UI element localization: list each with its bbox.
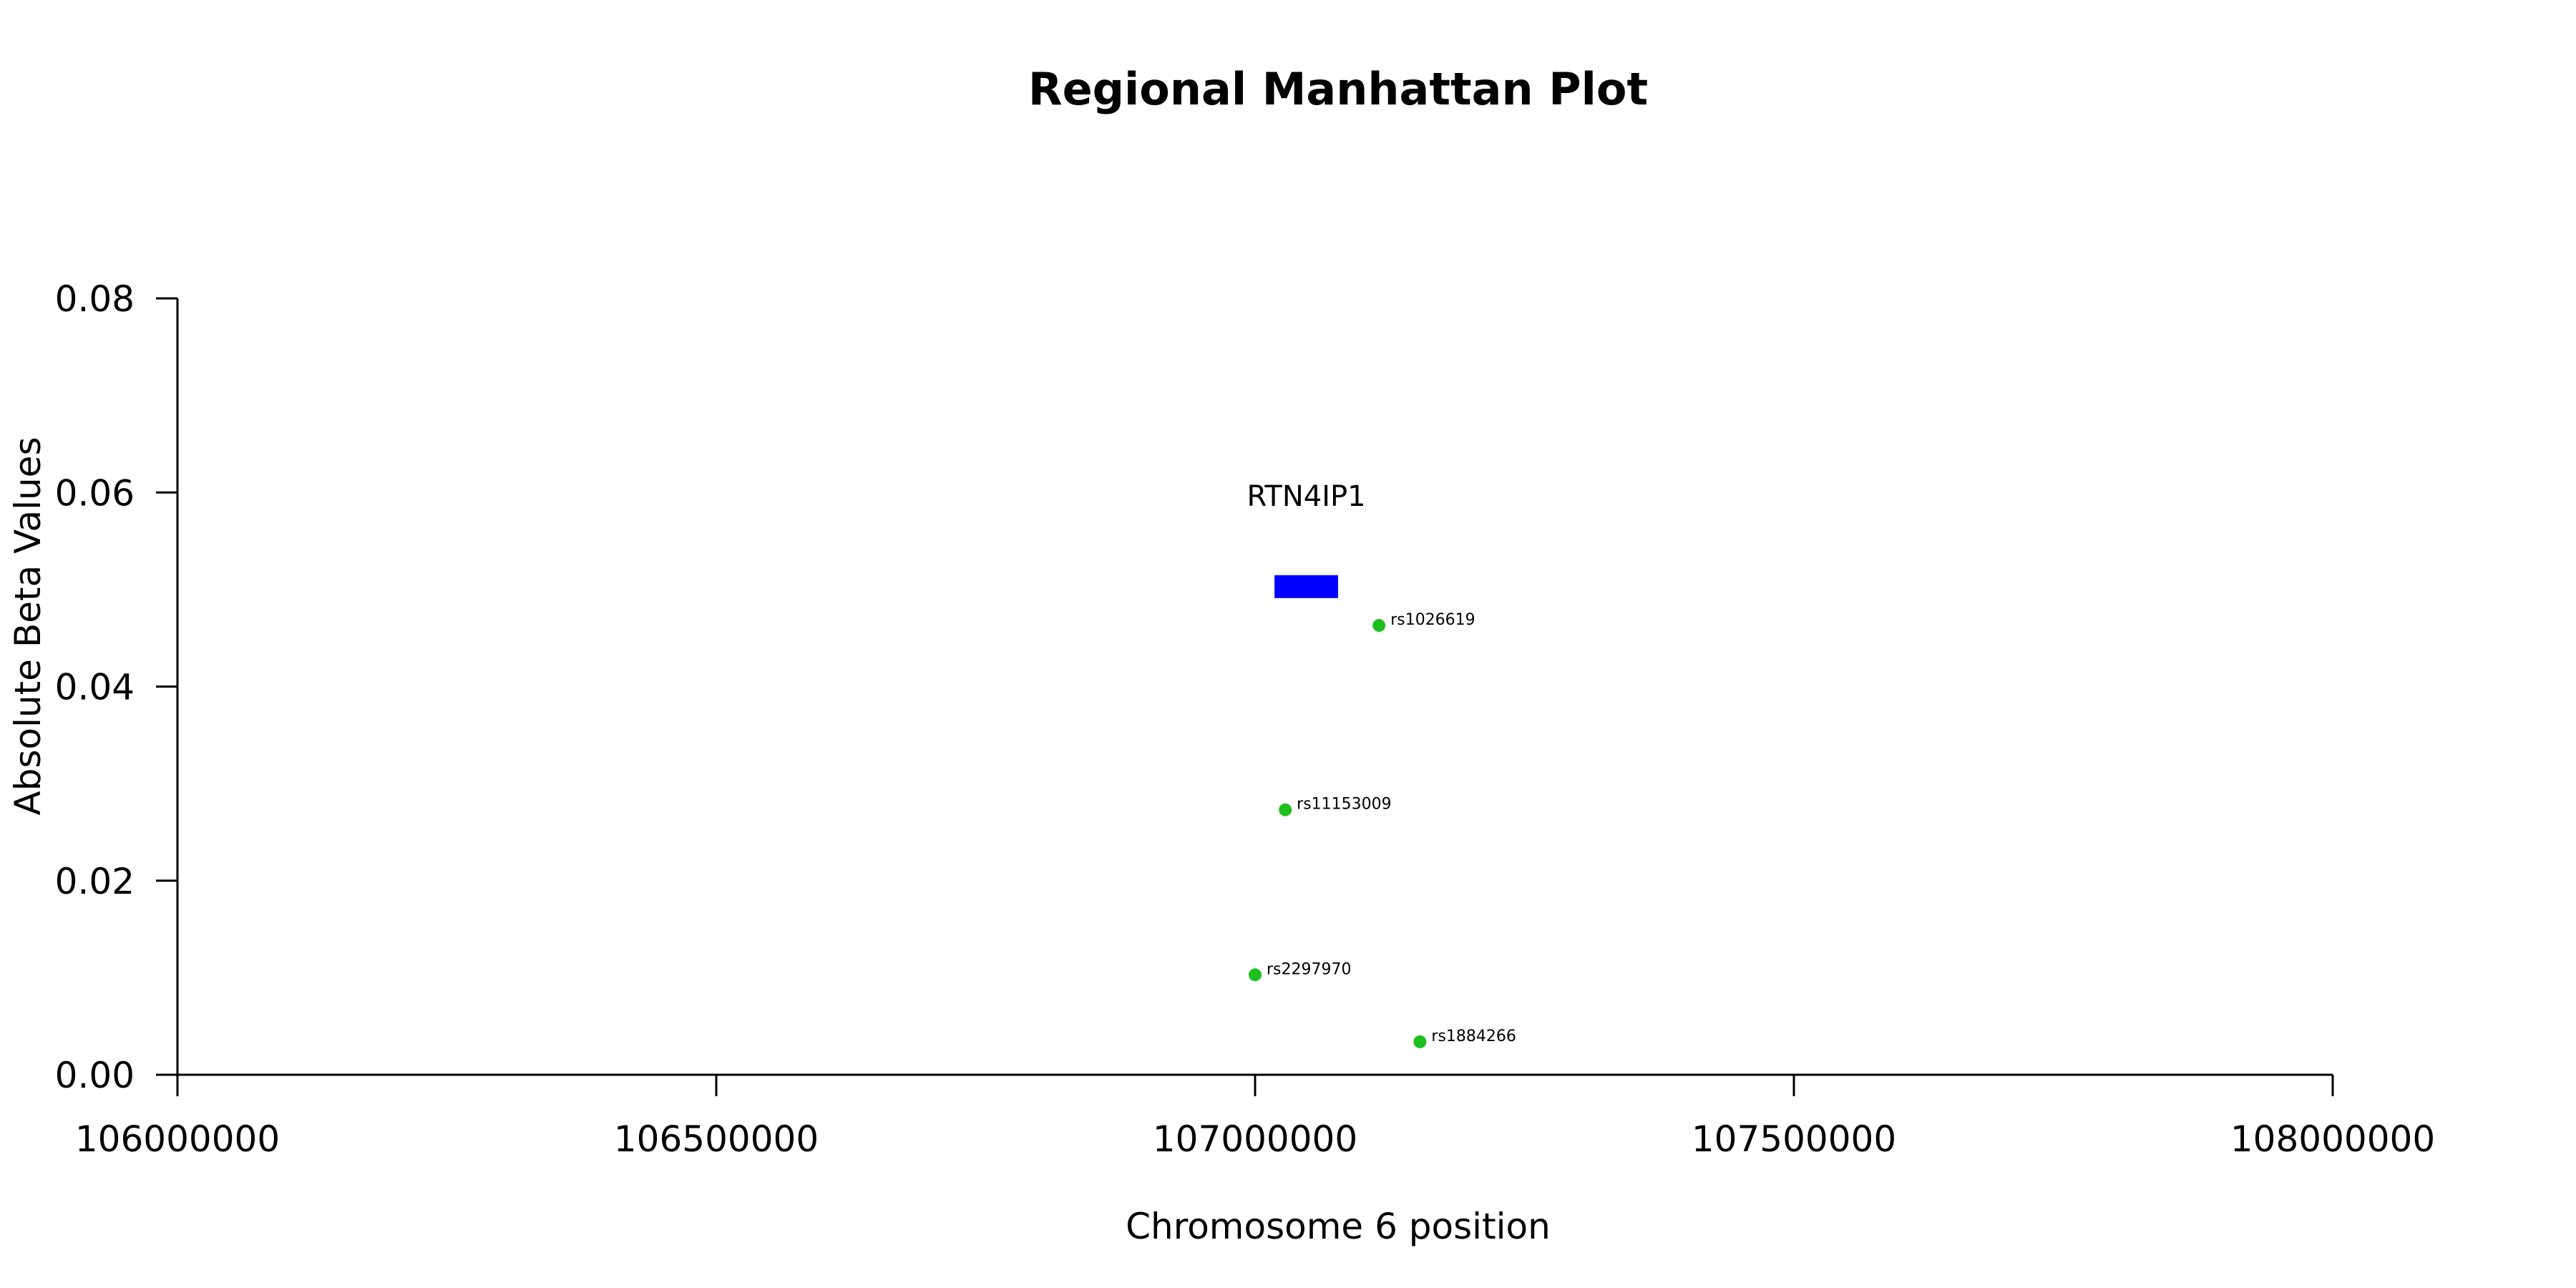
snp-point	[1372, 619, 1386, 633]
snp-points: rs1026619 rs11153009 rs2297970 rs1884266	[1249, 611, 1516, 1048]
y-ticks: 0.00 0.02 0.04 0.06 0.08	[55, 278, 177, 1096]
x-tick-label: 108000000	[2230, 1118, 2435, 1160]
gene-track: RTN4IP1	[1247, 480, 1366, 598]
snp-label: rs2297970	[1267, 960, 1352, 978]
y-tick-label: 0.00	[55, 1055, 135, 1096]
snp-point	[1279, 803, 1292, 816]
y-tick-label: 0.02	[55, 861, 135, 902]
x-tick-label: 106500000	[614, 1118, 819, 1160]
snp-label: rs1026619	[1390, 611, 1475, 629]
snp-label: rs11153009	[1297, 796, 1391, 814]
x-tick-label: 106000000	[75, 1118, 280, 1160]
y-tick-label: 0.08	[55, 278, 135, 320]
snp-label: rs1884266	[1431, 1028, 1516, 1045]
y-tick-label: 0.06	[55, 472, 135, 514]
gene-bar	[1274, 575, 1338, 598]
x-tick-label: 107000000	[1153, 1118, 1357, 1160]
y-tick-label: 0.04	[55, 667, 135, 708]
x-axis-label: Chromosome 6 position	[1126, 1206, 1551, 1247]
x-tick-label: 107500000	[1692, 1118, 1896, 1160]
axes	[176, 298, 2333, 1076]
snp-point	[1249, 968, 1262, 982]
y-axis-label: Absolute Beta Values	[7, 437, 49, 816]
gene-label: RTN4IP1	[1247, 480, 1366, 513]
chart-title: Regional Manhattan Plot	[1028, 63, 1648, 115]
x-ticks: 106000000 106500000 107000000 107500000 1080…	[75, 1075, 2435, 1160]
snp-point	[1413, 1035, 1427, 1048]
